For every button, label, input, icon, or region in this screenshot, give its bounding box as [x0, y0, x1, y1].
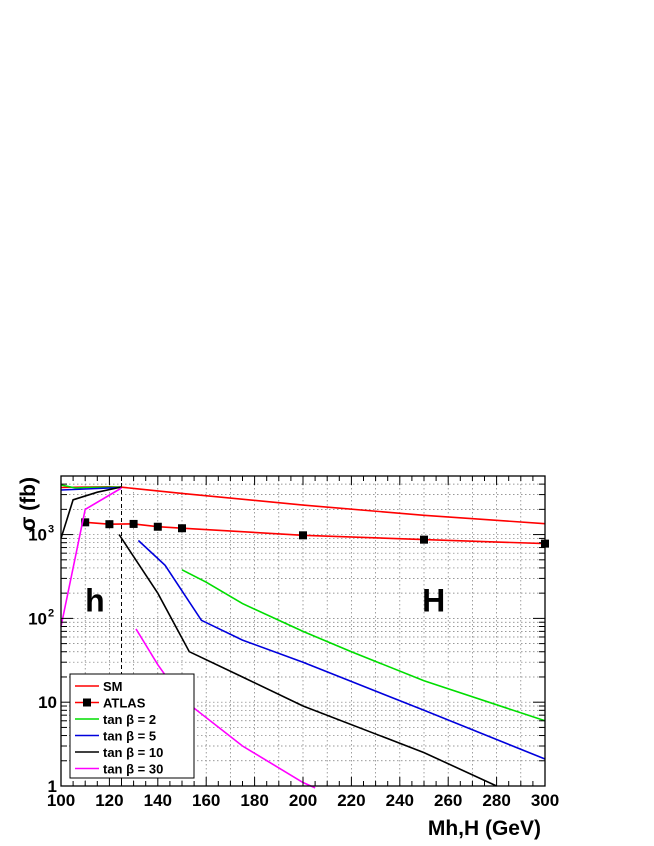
x-tick-label: 140: [144, 791, 172, 810]
series-line-1: [85, 521, 546, 545]
x-tick-label: 100: [47, 791, 75, 810]
series-line-5: [60, 487, 122, 627]
x-tick-label: 300: [531, 791, 559, 810]
series-line-5: [135, 628, 316, 789]
x-tick-label: 260: [434, 791, 462, 810]
y-tick-label-exponent: 3: [48, 524, 54, 536]
x-axis-label: Mh,H (GeV): [428, 817, 541, 840]
annotation-H: H: [422, 583, 445, 619]
legend-label: tan β = 30: [103, 762, 163, 777]
atlas-point: [129, 519, 138, 528]
axis-ticks: [60, 475, 546, 787]
x-tick-label: 160: [192, 791, 220, 810]
series-lines: [60, 484, 549, 789]
series-line-3: [137, 539, 546, 760]
x-tick-label: 180: [240, 791, 268, 810]
atlas-point: [105, 520, 114, 529]
y-tick-label: 10: [28, 526, 47, 545]
y-tick-label: 10: [28, 609, 47, 628]
x-tick-label: 120: [95, 791, 123, 810]
series-line-2: [181, 569, 546, 722]
y-tick-label: 10: [38, 693, 57, 712]
x-tick-label: 220: [337, 791, 365, 810]
legend-label: tan β = 5: [103, 729, 156, 744]
legend-label: SM: [103, 679, 123, 694]
atlas-point: [420, 535, 428, 544]
annotation-h: h: [85, 583, 105, 619]
series-line-2: [60, 484, 122, 489]
atlas-point: [299, 531, 307, 540]
y-axis-label: σ (fb): [17, 477, 40, 531]
legend-marker: [83, 698, 91, 707]
legend-label: ATLAS: [103, 696, 146, 711]
y-tick-label-exponent: 2: [48, 607, 54, 619]
series-line-4: [60, 486, 122, 539]
x-tick-label: 280: [482, 791, 510, 810]
atlas-point: [153, 522, 162, 531]
y-tick-label: 1: [48, 777, 57, 796]
x-tick-label: 240: [386, 791, 414, 810]
atlas-point: [178, 524, 186, 533]
legend-label: tan β = 2: [103, 712, 156, 727]
series-line-4: [118, 534, 497, 787]
legend-box: [69, 673, 195, 779]
x-tick-label: 200: [289, 791, 317, 810]
series-line-3: [60, 486, 122, 491]
legend-label: tan β = 10: [103, 745, 163, 760]
atlas-point: [81, 518, 90, 527]
